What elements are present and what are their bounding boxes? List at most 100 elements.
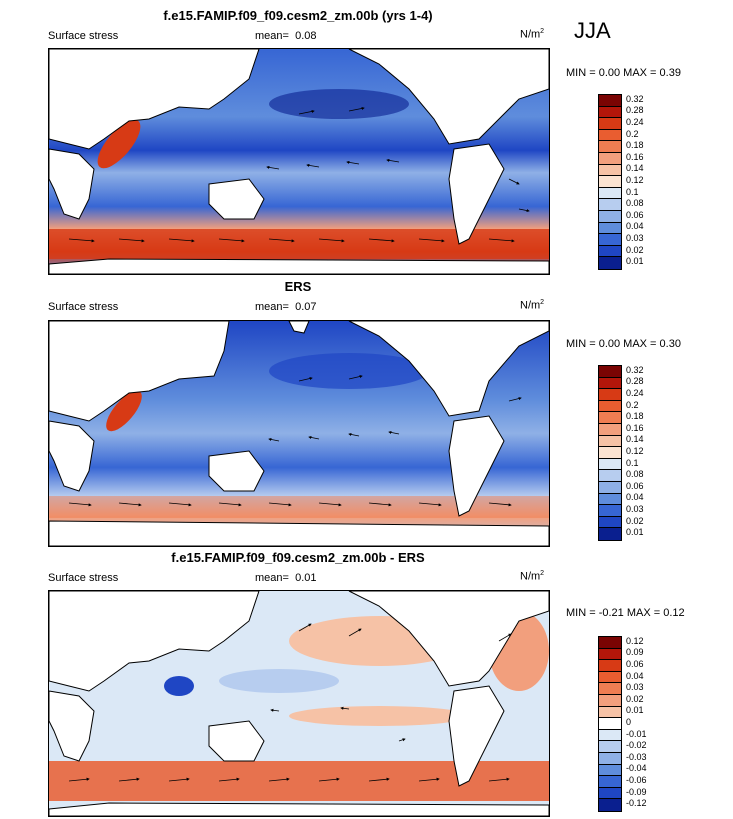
panel3-arrows (68, 623, 512, 782)
colorbar-segment (599, 118, 621, 130)
panel2-field-label: Surface stress (48, 301, 119, 313)
panel3-mean-label: mean= (255, 572, 289, 584)
colorbar-tick-label: -0.04 (626, 763, 647, 774)
colorbar-tick-label: 0.04 (626, 221, 644, 232)
colorbar-tick-label: 0.18 (626, 411, 644, 422)
panel1-arrows (68, 106, 530, 243)
panel1-minmax: MIN = 0.00 MAX = 0.39 (566, 67, 681, 79)
colorbar-segment (599, 671, 621, 684)
colorbar-tick-label: 0.03 (626, 233, 644, 243)
colorbar-segment (599, 400, 621, 413)
colorbar-tick-label: 0.09 (626, 647, 644, 658)
colorbar-tick-label: 0.06 (626, 209, 644, 220)
panel1-title: f.e15.FAMIP.f09_f09.cesm2_zm.00b (yrs 1-… (163, 8, 433, 23)
colorbar-tick-label: 0.2 (626, 128, 639, 139)
colorbar-tick-label: 0.24 (626, 388, 644, 398)
colorbar-segment (599, 764, 621, 777)
panel3-minmax: MIN = -0.21 MAX = 0.12 (566, 607, 685, 619)
colorbar-tick-label: 0.02 (626, 515, 644, 526)
colorbar-tick-label: 0.1 (626, 457, 639, 468)
colorbar-tick-label: 0.32 (626, 364, 644, 375)
colorbar-segment (599, 718, 621, 730)
colorbar-segment (599, 129, 621, 142)
panel1-colorbar (598, 94, 622, 270)
colorbar-tick-label: 0.01 (626, 705, 644, 716)
panel2-arrows (68, 374, 522, 507)
panel3-map-svg (49, 591, 549, 816)
colorbar-segment (599, 470, 621, 482)
colorbar-segment (599, 505, 621, 517)
colorbar-tick-label: 0.03 (626, 504, 644, 514)
colorbar-segment (599, 95, 621, 107)
colorbar-tick-label: 0.12 (626, 175, 644, 185)
colorbar-segment (599, 176, 621, 188)
colorbar-segment (599, 660, 621, 672)
colorbar-segment (599, 412, 621, 424)
colorbar-tick-label: 0.28 (626, 105, 644, 116)
colorbar-tick-label: 0.14 (626, 434, 644, 445)
colorbar-tick-label: 0.08 (626, 469, 644, 480)
colorbar-segment (599, 187, 621, 200)
colorbar-segment (599, 234, 621, 246)
season-label: JJA (574, 18, 611, 43)
colorbar-segment (599, 752, 621, 765)
colorbar-segment (599, 683, 621, 695)
colorbar-tick-label: 0.12 (626, 446, 644, 456)
colorbar-tick-label: 0.1 (626, 186, 639, 197)
colorbar-tick-label: 0.02 (626, 693, 644, 704)
panel3-land (49, 591, 549, 816)
colorbar-tick-label: 0.24 (626, 117, 644, 127)
colorbar-tick-label: 0.06 (626, 659, 644, 669)
panel3-title: f.e15.FAMIP.f09_f09.cesm2_zm.00b - ERS (171, 550, 425, 565)
panel2-mean: mean= 0.07 (255, 301, 317, 313)
panel2-minmax: MIN = 0.00 MAX = 0.30 (566, 338, 681, 350)
colorbar-segment (599, 493, 621, 506)
colorbar-tick-label: 0.01 (626, 256, 644, 267)
panel1-units: N/m2 (520, 28, 544, 41)
colorbar-segment (599, 423, 621, 436)
colorbar-segment (599, 787, 621, 800)
colorbar-segment (599, 106, 621, 119)
colorbar-tick-label: 0.04 (626, 492, 644, 503)
colorbar-segment (599, 481, 621, 494)
panel2-units: N/m2 (520, 299, 544, 312)
colorbar-tick-label: 0.02 (626, 244, 644, 255)
colorbar-tick-label: 0 (626, 717, 632, 727)
colorbar-tick-label: 0.01 (626, 527, 644, 538)
panel3-map (48, 590, 550, 817)
panel1-mean: mean= 0.08 (255, 30, 317, 42)
colorbar-tick-label: -0.06 (626, 775, 647, 785)
panel2-title: ERS (284, 279, 312, 294)
colorbar-segment (599, 458, 621, 471)
colorbar-segment (599, 648, 621, 661)
colorbar-tick-label: -0.03 (626, 751, 647, 762)
colorbar-segment (599, 706, 621, 719)
panel1-units-text: N/m (520, 28, 541, 41)
panel1-field-label: Surface stress (48, 30, 119, 42)
colorbar-tick-label: 0.08 (626, 198, 644, 209)
colorbar-tick-label: -0.01 (626, 728, 647, 739)
panel2-map-svg (49, 321, 549, 546)
colorbar-segment (599, 389, 621, 401)
panel3-colorbar (598, 636, 622, 812)
colorbar-segment (599, 741, 621, 753)
colorbar-tick-label: -0.12 (626, 798, 647, 809)
colorbar-segment (599, 694, 621, 707)
panel3-mean: mean= 0.01 (255, 572, 317, 584)
panel1-land (49, 49, 549, 274)
panel2-colorbar (598, 365, 622, 541)
panel3-units-exp: 2 (540, 570, 545, 577)
colorbar-tick-label: 0.14 (626, 163, 644, 174)
colorbar-segment (599, 637, 621, 649)
colorbar-tick-label: -0.09 (626, 786, 647, 797)
colorbar-tick-label: 0.2 (626, 399, 639, 410)
panel1-map-svg (49, 49, 549, 274)
colorbar-segment (599, 377, 621, 390)
panel2-mean-label: mean= (255, 301, 289, 313)
colorbar-tick-label: 0.16 (626, 151, 644, 162)
panel1-units-exp: 2 (540, 28, 545, 35)
colorbar-tick-label: 0.06 (626, 480, 644, 491)
colorbar-segment (599, 729, 621, 742)
colorbar-tick-label: 0.18 (626, 140, 644, 151)
panel1-mean-label: mean= (255, 30, 289, 42)
